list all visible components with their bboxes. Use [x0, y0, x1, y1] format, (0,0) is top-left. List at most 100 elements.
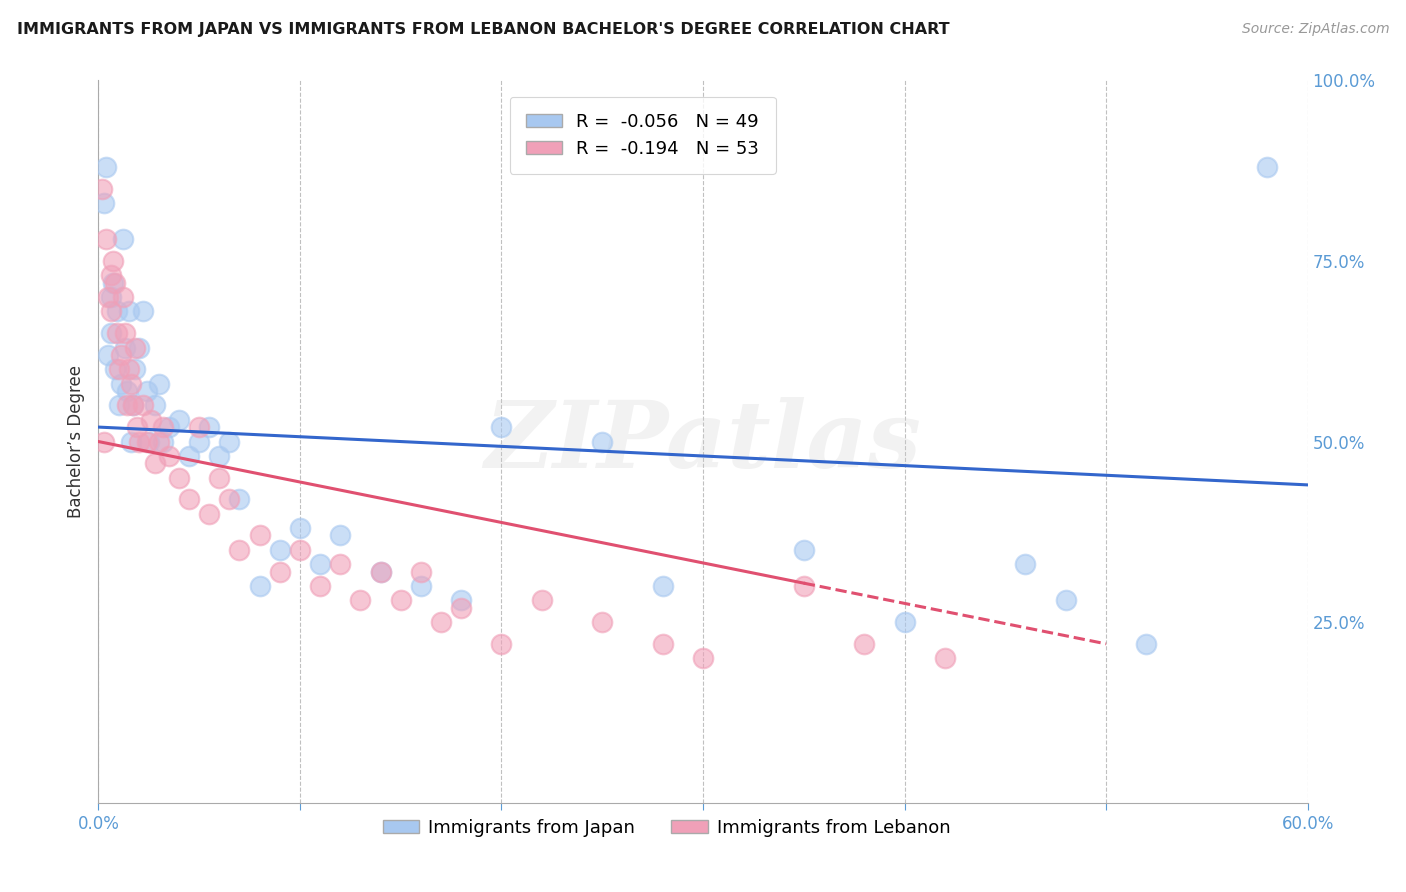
Point [100, 268, 122, 283]
Point [269, 542, 291, 557]
Point [105, 304, 128, 318]
Point [115, 384, 138, 398]
Point [198, 420, 221, 434]
Point [110, 376, 132, 391]
Point [114, 341, 136, 355]
Point [148, 434, 170, 449]
Point [288, 542, 311, 557]
Point [853, 637, 876, 651]
Point [132, 398, 155, 412]
Point [349, 593, 371, 607]
Legend: Immigrants from Japan, Immigrants from Lebanon: Immigrants from Japan, Immigrants from L… [375, 812, 957, 845]
Point [124, 362, 146, 376]
Point [93, 434, 115, 449]
Point [370, 565, 392, 579]
Point [107, 398, 129, 412]
Point [893, 615, 915, 630]
Text: ZIPatlas: ZIPatlas [485, 397, 921, 486]
Point [148, 376, 170, 391]
Point [692, 651, 714, 665]
Point [114, 326, 136, 340]
Point [100, 290, 122, 304]
Point [389, 593, 412, 607]
Point [105, 326, 128, 340]
Point [228, 492, 250, 507]
Point [103, 362, 125, 376]
Point [208, 470, 231, 484]
Point [118, 304, 141, 318]
Point [491, 420, 513, 434]
Point [370, 565, 392, 579]
Point [132, 304, 155, 318]
Point [101, 253, 124, 268]
Point [128, 341, 150, 355]
Point [179, 492, 201, 507]
Text: Source: ZipAtlas.com: Source: ZipAtlas.com [1241, 22, 1389, 37]
Point [107, 362, 129, 376]
Point [93, 196, 115, 211]
Point [1135, 637, 1157, 651]
Point [188, 420, 211, 434]
Point [409, 565, 432, 579]
Point [288, 521, 311, 535]
Point [651, 579, 673, 593]
Point [1014, 558, 1036, 572]
Point [118, 362, 141, 376]
Point [97, 290, 120, 304]
Point [793, 579, 815, 593]
Point [450, 593, 472, 607]
Point [128, 434, 150, 449]
Point [157, 449, 180, 463]
Point [309, 558, 332, 572]
Point [228, 542, 250, 557]
Point [1054, 593, 1077, 607]
Point [100, 304, 122, 318]
Point [103, 276, 125, 290]
Point [120, 434, 142, 449]
Point [651, 637, 673, 651]
Point [269, 565, 291, 579]
Point [793, 542, 815, 557]
Point [188, 434, 211, 449]
Point [249, 579, 271, 593]
Point [121, 398, 143, 412]
Point [530, 593, 553, 607]
Point [198, 507, 221, 521]
Text: IMMIGRANTS FROM JAPAN VS IMMIGRANTS FROM LEBANON BACHELOR'S DEGREE CORRELATION C: IMMIGRANTS FROM JAPAN VS IMMIGRANTS FROM… [17, 22, 949, 37]
Point [591, 434, 613, 449]
Point [152, 434, 174, 449]
Point [591, 615, 613, 630]
Y-axis label: Bachelor’s Degree: Bachelor’s Degree [66, 365, 84, 518]
Point [110, 348, 132, 362]
Point [139, 413, 162, 427]
Point [249, 528, 271, 542]
Point [135, 434, 157, 449]
Point [143, 456, 166, 470]
Point [91, 182, 114, 196]
Point [450, 600, 472, 615]
Point [1256, 160, 1278, 174]
Point [409, 579, 432, 593]
Point [329, 558, 352, 572]
Point [179, 449, 201, 463]
Point [934, 651, 956, 665]
Point [152, 420, 174, 434]
Point [167, 413, 190, 427]
Point [138, 434, 160, 449]
Point [309, 579, 332, 593]
Point [143, 398, 166, 412]
Point [111, 232, 134, 246]
Point [111, 290, 134, 304]
Point [96, 232, 118, 246]
Point [218, 492, 240, 507]
Point [121, 398, 143, 412]
Point [167, 470, 190, 484]
Point [430, 615, 453, 630]
Point [120, 376, 142, 391]
Point [329, 528, 352, 542]
Point [157, 420, 180, 434]
Point [491, 637, 513, 651]
Point [124, 341, 146, 355]
Point [218, 434, 240, 449]
Point [96, 160, 118, 174]
